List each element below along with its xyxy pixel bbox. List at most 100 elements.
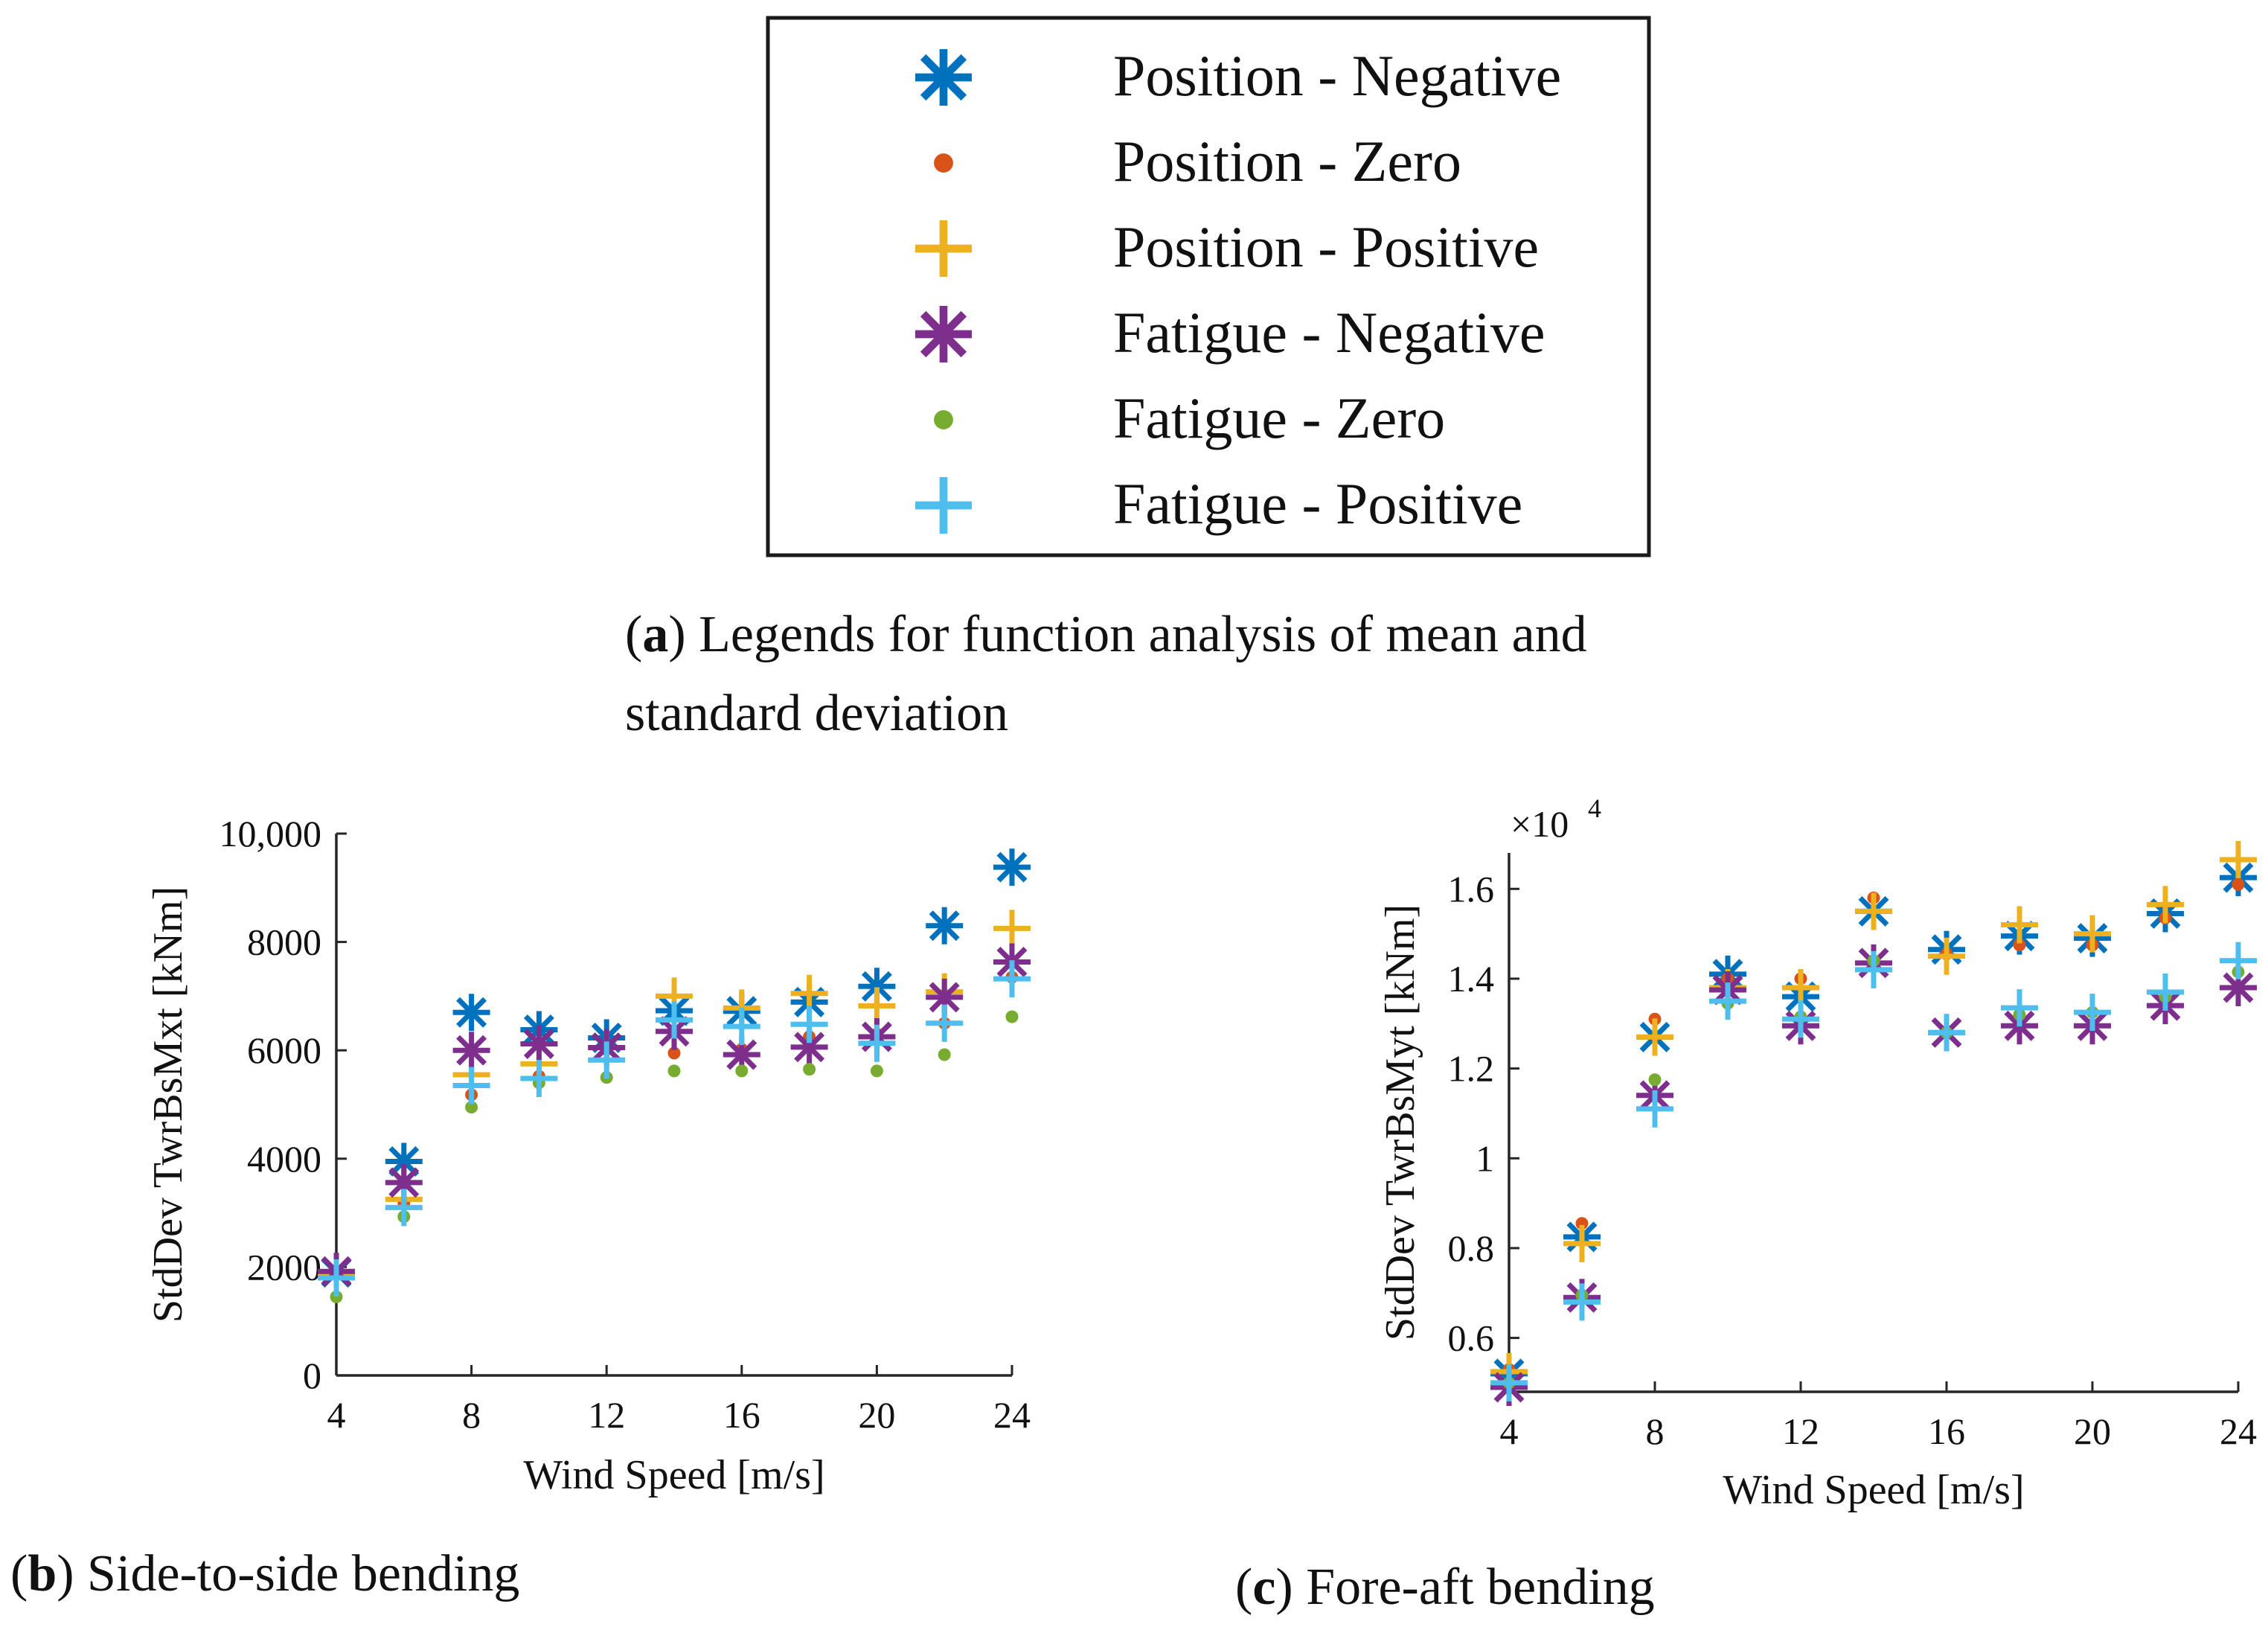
- legend-box: Position - Negative Position - Zero Positi…: [766, 16, 1651, 557]
- caption-b-letter: b: [28, 1545, 57, 1602]
- y-axis-label: StdDev TwrBsMxt [kNm]: [145, 886, 191, 1323]
- caption-b: (b) Side-to-side bending: [10, 1545, 520, 1602]
- series-position-positive: [318, 910, 1031, 1294]
- data-point-position-positive-24: [993, 910, 1031, 947]
- data-point-fatigue-positive-16: [723, 1008, 760, 1046]
- caption-c-text: ) Fore-aft bending: [1275, 1559, 1655, 1616]
- data-point-fatigue-positive-14: [1855, 950, 1892, 988]
- x-tick-label: 20: [858, 1394, 895, 1436]
- legend-entry-fatigue-positive: Fatigue - Positive: [915, 471, 1522, 536]
- y-tick-label: 4000: [247, 1138, 321, 1180]
- data-point-position-positive-12: [1782, 969, 1819, 1006]
- fore-aft-plot: 4 8 12 16 20 24 0.6 0.8 1 1.2 1.4 1.6 ×10 4 Wind Speed…: [1377, 793, 2257, 1513]
- legend-marker-position-positive: [915, 220, 972, 277]
- data-point-position-positive-24: [2220, 841, 2257, 879]
- legend-marker-fatigue-positive: [915, 477, 972, 534]
- x-tick-label: 4: [327, 1394, 346, 1436]
- y-tick-label: 1.6: [1448, 868, 1495, 910]
- legend-label-fatigue-zero: Fatigue - Zero: [1113, 386, 1445, 450]
- y-tick-label: 0.6: [1448, 1317, 1495, 1359]
- x-tick-label: 16: [723, 1394, 760, 1436]
- data-point-position-negative-20: [858, 968, 896, 1006]
- legend-marker-position-negative: [915, 49, 972, 106]
- data-point-fatigue-positive-10: [1709, 982, 1746, 1020]
- legend-marker-position-zero: [934, 153, 953, 173]
- data-point-fatigue-positive-10: [520, 1060, 558, 1098]
- x-tick-label: 24: [993, 1394, 1031, 1436]
- data-point-position-positive-16: [1928, 937, 1965, 975]
- y-exponent-label: ×10: [1511, 803, 1569, 845]
- data-point-fatigue-positive-18: [790, 1006, 828, 1043]
- legend-label-fatigue-positive: Fatigue - Positive: [1113, 471, 1522, 536]
- series-position-positive: [1490, 841, 2257, 1390]
- data-point-fatigue-zero-20: [870, 1064, 883, 1078]
- data-point-fatigue-positive-4: [318, 1259, 355, 1297]
- caption-b-text: ) Side-to-side bending: [57, 1545, 520, 1602]
- x-tick-label: 8: [1646, 1410, 1665, 1452]
- data-point-fatigue-zero-4: [330, 1290, 343, 1303]
- legend-label-fatigue-negative: Fatigue - Negative: [1113, 300, 1545, 365]
- data-point-fatigue-positive-20: [858, 1024, 896, 1062]
- legend-marker-fatigue-zero: [934, 410, 953, 429]
- legend-entry-position-negative: Position - Negative: [915, 43, 1561, 108]
- legend-marker-fatigue-negative: [915, 306, 972, 362]
- x-tick-label: 12: [1782, 1410, 1819, 1452]
- legend-entry-fatigue-zero: Fatigue - Zero: [934, 386, 1445, 450]
- data-point-fatigue-zero-16: [735, 1064, 749, 1078]
- data-point-fatigue-positive-20: [2074, 994, 2111, 1032]
- data-point-position-negative-8: [452, 994, 490, 1032]
- y-tick-label: 6000: [247, 1029, 321, 1071]
- data-point-fatigue-zero-18: [803, 1063, 816, 1076]
- legend-label-position-zero: Position - Zero: [1113, 129, 1461, 194]
- x-tick-label: 4: [1500, 1410, 1519, 1452]
- series-fatigue-positive: [318, 960, 1031, 1297]
- data-point-fatigue-positive-24: [993, 960, 1031, 998]
- data-point-fatigue-positive-6: [1563, 1283, 1601, 1321]
- data-point-position-positive-6: [1563, 1224, 1601, 1262]
- y-tick-label: 2000: [247, 1246, 321, 1288]
- series-fatigue-negative: [1490, 944, 2257, 1406]
- caption-a-line2: standard deviation: [625, 685, 1009, 742]
- series-fatigue-zero: [1502, 954, 2245, 1390]
- x-axis-label: Wind Speed [m/s]: [1723, 1467, 2024, 1513]
- data-point-fatigue-positive-6: [385, 1189, 423, 1227]
- x-tick-label: 16: [1928, 1410, 1965, 1452]
- caption-a: (a) Legends for function analysis of mea…: [625, 606, 1587, 742]
- caption-a-line1: ) Legends for function analysis of mean …: [668, 606, 1587, 663]
- data-point-fatigue-zero-8: [1648, 1073, 1662, 1087]
- x-tick-label: 12: [588, 1394, 625, 1436]
- y-tick-label: 1.4: [1448, 958, 1495, 1000]
- y-tick-label: 10,000: [220, 813, 322, 854]
- x-tick-label: 8: [462, 1394, 481, 1436]
- y-tick-label: 1.2: [1448, 1048, 1495, 1090]
- data-point-fatigue-positive-4: [1490, 1364, 1528, 1401]
- x-tick-label: 24: [2220, 1410, 2257, 1452]
- data-point-fatigue-positive-8: [452, 1067, 490, 1105]
- legend-label-position-positive: Position - Positive: [1113, 214, 1539, 279]
- x-axis-label: Wind Speed [m/s]: [523, 1452, 824, 1498]
- data-point-fatigue-zero-8: [465, 1101, 478, 1114]
- data-point-fatigue-positive-8: [1636, 1090, 1673, 1128]
- y-axis-label: StdDev TwrBsMyt [kNm]: [1377, 904, 1423, 1340]
- caption-a-letter: a: [642, 606, 669, 663]
- y-exponent-power: 4: [1588, 793, 1601, 823]
- data-point-position-positive-8: [1636, 1018, 1673, 1056]
- data-point-fatigue-positive-12: [588, 1041, 626, 1079]
- legend-entries: Position - Negative Position - Zero Positi…: [915, 43, 1561, 536]
- data-point-fatigue-positive-12: [1782, 1000, 1819, 1038]
- y-tick-label: 0.8: [1448, 1227, 1495, 1269]
- data-point-position-positive-18: [2001, 906, 2038, 944]
- data-point-position-zero-18: [2013, 939, 2026, 952]
- data-point-position-zero-14: [667, 1046, 681, 1060]
- data-point-position-positive-22: [2147, 886, 2184, 924]
- legend-label-position-negative: Position - Negative: [1113, 43, 1561, 108]
- data-point-position-negative-24: [993, 848, 1031, 886]
- y-tick-label: 0: [303, 1355, 321, 1396]
- data-point-fatigue-positive-18: [2001, 989, 2038, 1027]
- data-point-position-negative-22: [926, 907, 964, 944]
- data-point-position-positive-20: [2074, 915, 2111, 953]
- legend-entry-position-zero: Position - Zero: [934, 129, 1461, 194]
- y-tick-label: 8000: [247, 921, 321, 963]
- caption-c: (c) Fore-aft bending: [1235, 1559, 1655, 1616]
